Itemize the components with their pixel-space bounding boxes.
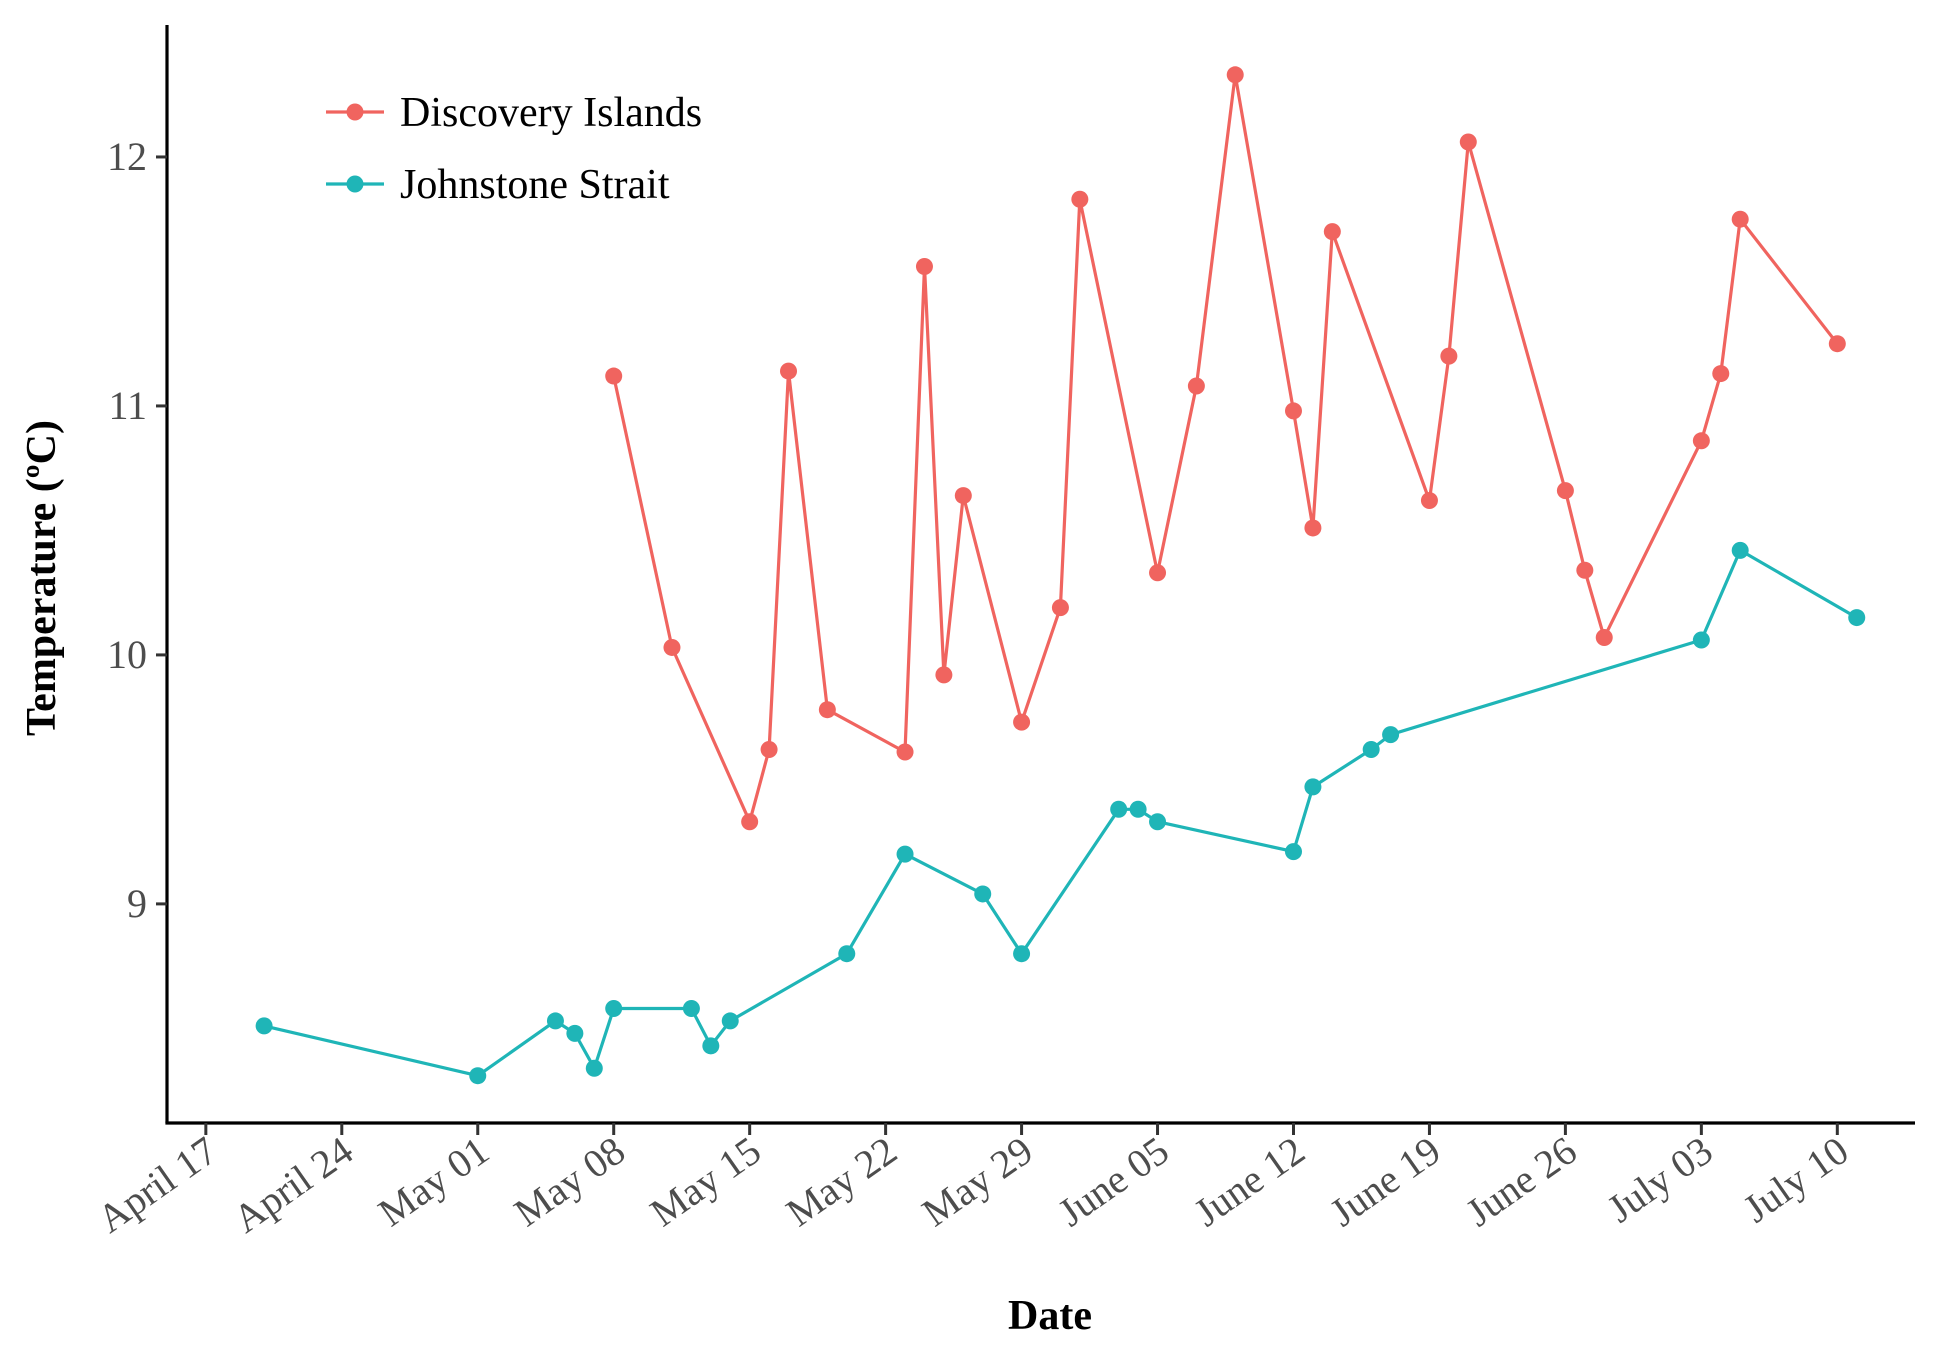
y-tick-label: 11 <box>108 383 147 428</box>
data-point <box>1693 631 1710 648</box>
data-point <box>683 1000 700 1017</box>
data-point <box>1110 801 1127 818</box>
data-point <box>1557 482 1574 499</box>
data-point <box>469 1067 486 1084</box>
x-axis-title: Date <box>1008 1293 1092 1339</box>
legend-label: Johnstone Strait <box>400 162 670 208</box>
data-point <box>955 487 972 504</box>
data-point <box>1013 714 1030 731</box>
data-point <box>1382 726 1399 743</box>
legend-key-point <box>347 104 364 121</box>
data-point <box>1188 378 1205 395</box>
data-point <box>1576 562 1593 579</box>
y-tick-label: 10 <box>107 632 147 677</box>
data-point <box>1712 365 1729 382</box>
data-point <box>897 846 914 863</box>
data-point <box>566 1025 583 1042</box>
data-point <box>1848 609 1865 626</box>
data-point <box>1460 134 1477 151</box>
data-point <box>1052 599 1069 616</box>
data-point <box>547 1012 564 1029</box>
data-point <box>1013 945 1030 962</box>
data-point <box>1440 348 1457 365</box>
data-point <box>1693 432 1710 449</box>
data-point <box>761 741 778 758</box>
data-point <box>1732 211 1749 228</box>
data-point <box>780 363 797 380</box>
data-point <box>1732 542 1749 559</box>
legend-label: Discovery Islands <box>400 90 702 136</box>
data-point <box>897 744 914 761</box>
data-point <box>838 945 855 962</box>
data-point <box>1421 492 1438 509</box>
data-point <box>702 1037 719 1054</box>
data-point <box>1324 223 1341 240</box>
data-point <box>1363 741 1380 758</box>
data-point <box>605 1000 622 1017</box>
data-point <box>1227 66 1244 83</box>
data-point <box>1829 335 1846 352</box>
data-point <box>256 1017 273 1034</box>
data-point <box>935 666 952 683</box>
data-point <box>1304 778 1321 795</box>
y-axis-title: Temperature (ºC) <box>19 420 65 736</box>
y-tick-label: 12 <box>107 134 147 179</box>
data-point <box>1285 402 1302 419</box>
data-point <box>1130 801 1147 818</box>
data-point <box>1285 843 1302 860</box>
data-point <box>586 1060 603 1077</box>
data-point <box>1596 629 1613 646</box>
data-point <box>916 258 933 275</box>
data-point <box>605 368 622 385</box>
data-point <box>741 813 758 830</box>
data-point <box>1149 813 1166 830</box>
data-point <box>819 701 836 718</box>
data-point <box>1071 191 1088 208</box>
data-point <box>663 639 680 656</box>
data-point <box>974 885 991 902</box>
data-point <box>1149 564 1166 581</box>
legend-key-point <box>347 176 364 193</box>
data-point <box>722 1012 739 1029</box>
y-tick-label: 9 <box>127 881 147 926</box>
data-point <box>1304 519 1321 536</box>
